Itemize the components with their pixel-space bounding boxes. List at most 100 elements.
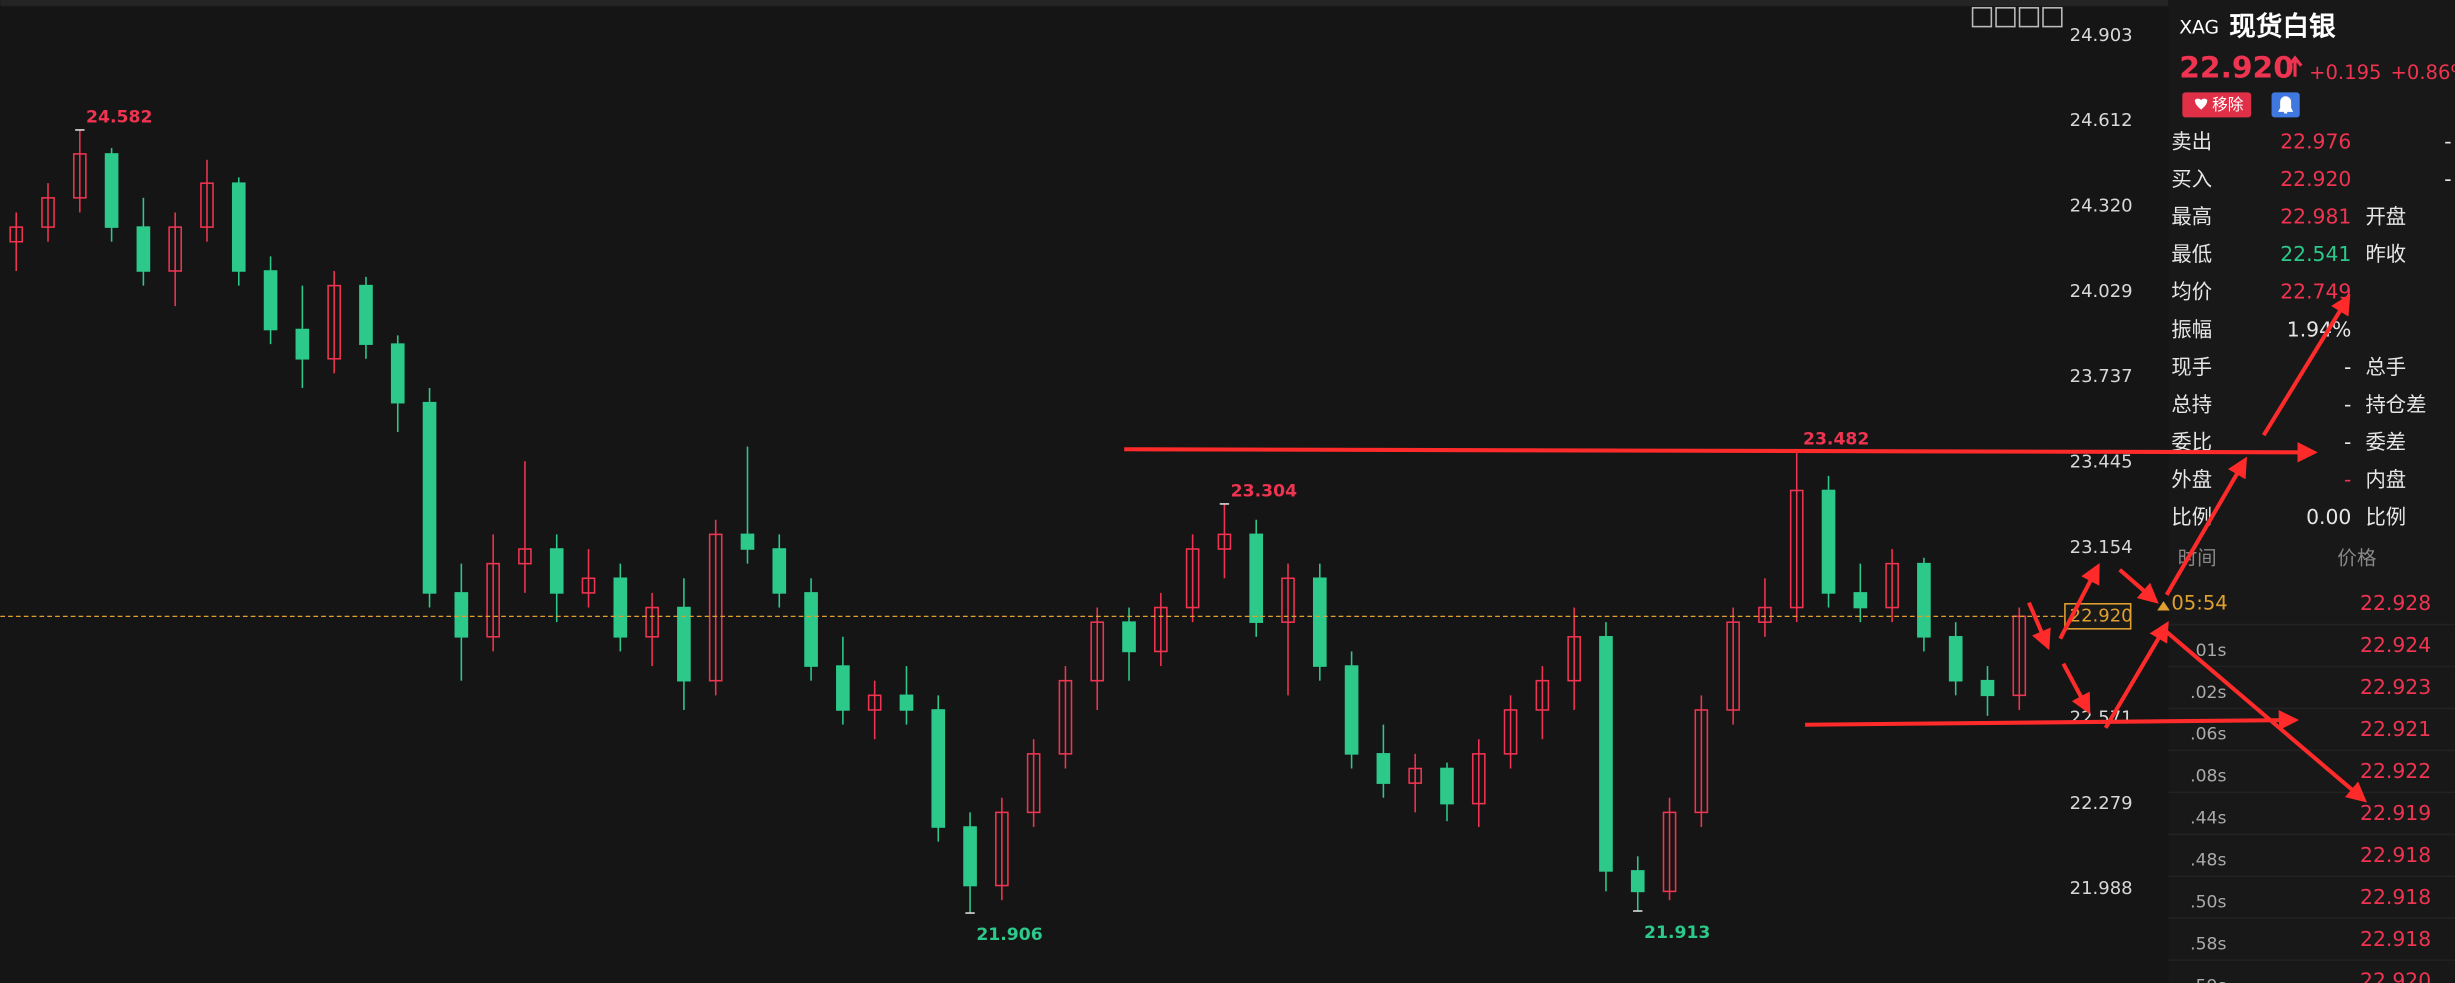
row-value: 22.981 <box>2280 205 2351 229</box>
candle-body <box>581 577 596 594</box>
candle-body <box>1662 811 1677 893</box>
trade-time: .06s <box>2190 725 2226 745</box>
row-label: 现手 <box>2171 355 2212 379</box>
candle-body <box>1630 870 1645 893</box>
trade-price: 22.918 <box>2360 927 2431 951</box>
row-tail: 昨收 <box>2365 242 2406 266</box>
candle-body <box>708 533 723 682</box>
row-label: 外盘 <box>2171 468 2212 492</box>
candle-body <box>1154 606 1168 653</box>
candle-body <box>231 182 246 272</box>
remove-label[interactable]: 移除 <box>2212 95 2244 114</box>
candle-body <box>1758 606 1772 623</box>
row-label: 振幅 <box>2171 317 2212 341</box>
candle-body <box>836 665 850 711</box>
up-arrow <box>2287 55 2303 77</box>
candle-body <box>327 284 341 360</box>
row-value: 22.920 <box>2280 167 2351 191</box>
tool-icon[interactable] <box>2042 7 2063 28</box>
candle-body <box>104 153 119 228</box>
trade-time: .58s <box>2190 934 2226 954</box>
extreme-label: 23.304 <box>1231 481 1297 501</box>
candle-body <box>2012 615 2027 697</box>
row-label: 均价 <box>2171 280 2212 304</box>
arrow <box>2103 621 2169 729</box>
candle-body <box>359 284 373 345</box>
countdown: 05:54 <box>2171 592 2227 615</box>
candle-body <box>1217 533 1232 550</box>
heart-icon <box>2194 98 2208 110</box>
row-label: 总持 <box>2171 392 2212 416</box>
last-price-label: 22.920 <box>2070 605 2133 626</box>
row-value: 22.541 <box>2280 242 2351 266</box>
candle-body <box>263 270 278 331</box>
trade-price: 22.919 <box>2360 801 2431 825</box>
remove-button[interactable] <box>2182 92 2252 118</box>
candle-body <box>1821 489 1836 594</box>
row-value: - <box>2344 392 2351 416</box>
y-tick-label: 24.029 <box>2070 281 2133 302</box>
extreme-label: 21.913 <box>1644 923 1710 943</box>
candle-body <box>1694 709 1709 814</box>
candle-body <box>1281 577 1295 623</box>
row-label: 最高 <box>2171 205 2212 229</box>
trade-price: 22.918 <box>2360 885 2431 909</box>
toolbar[interactable] <box>1971 7 2063 28</box>
row-label: 买入 <box>2171 167 2212 191</box>
trade-price: 22.921 <box>2360 717 2431 741</box>
y-tick-label: 22.571 <box>2070 707 2133 728</box>
y-tick-label: 23.445 <box>2070 452 2133 473</box>
trade-time: .02s <box>2190 683 2226 703</box>
candle-body <box>1503 709 1518 755</box>
candle-body <box>1376 753 1391 784</box>
row-tail: 内盘 <box>2365 468 2406 492</box>
candle-body <box>995 811 1009 887</box>
row-label: 卖出 <box>2171 129 2212 153</box>
candle-body <box>867 694 882 711</box>
candle-body <box>1853 592 1868 609</box>
top-bar <box>0 0 2169 7</box>
candle-body <box>1344 665 1359 755</box>
tool-icon[interactable] <box>1995 7 2016 28</box>
arrow <box>1124 442 2318 463</box>
row-tail: 比例 <box>2365 505 2406 529</box>
tool-icon[interactable] <box>1971 7 1993 28</box>
trade-price: 22.922 <box>2360 759 2431 783</box>
trades-header: 价格 <box>2337 546 2377 569</box>
candle-body <box>804 592 818 667</box>
candle-body <box>72 153 87 199</box>
candle-body <box>1726 621 1740 711</box>
candle-body <box>136 226 151 272</box>
candle-body <box>1122 621 1136 653</box>
arrow <box>2118 568 2159 604</box>
candle-body <box>1567 636 1581 682</box>
arrow <box>1805 710 2300 731</box>
candle-body <box>9 226 24 243</box>
countdown-icon <box>2157 601 2170 611</box>
chart: 24.903 24.612 24.320 24.029 23.737 23.445 23.1… <box>0 25 2228 945</box>
trade-time: .44s <box>2190 809 2226 829</box>
price-change: +0.195 <box>2309 61 2381 84</box>
trade-price: 22.924 <box>2360 633 2431 657</box>
bell-icon <box>2278 96 2294 114</box>
candle-body <box>1917 562 1931 638</box>
arrow <box>2027 601 2051 651</box>
candle-body <box>1058 679 1073 755</box>
trades-header: 时间 <box>2178 546 2217 569</box>
arrow <box>2162 627 2367 803</box>
extreme-label: 24.582 <box>86 107 152 127</box>
tool-icon[interactable] <box>2018 7 2040 28</box>
instrument-name: 现货白银 <box>2229 12 2336 43</box>
candle-body <box>931 709 946 828</box>
y-tick-label: 24.903 <box>2070 25 2133 46</box>
row-tail: 开盘 <box>2365 205 2406 229</box>
row-tail: 持仓差 <box>2365 392 2426 416</box>
row-value: - <box>2344 468 2351 492</box>
candle-body <box>1408 767 1423 784</box>
trade-time: .08s <box>2190 767 2226 787</box>
arrow <box>2164 456 2247 596</box>
candle-body <box>1885 562 1899 609</box>
candle-body <box>422 401 437 594</box>
candle-body <box>390 343 405 404</box>
